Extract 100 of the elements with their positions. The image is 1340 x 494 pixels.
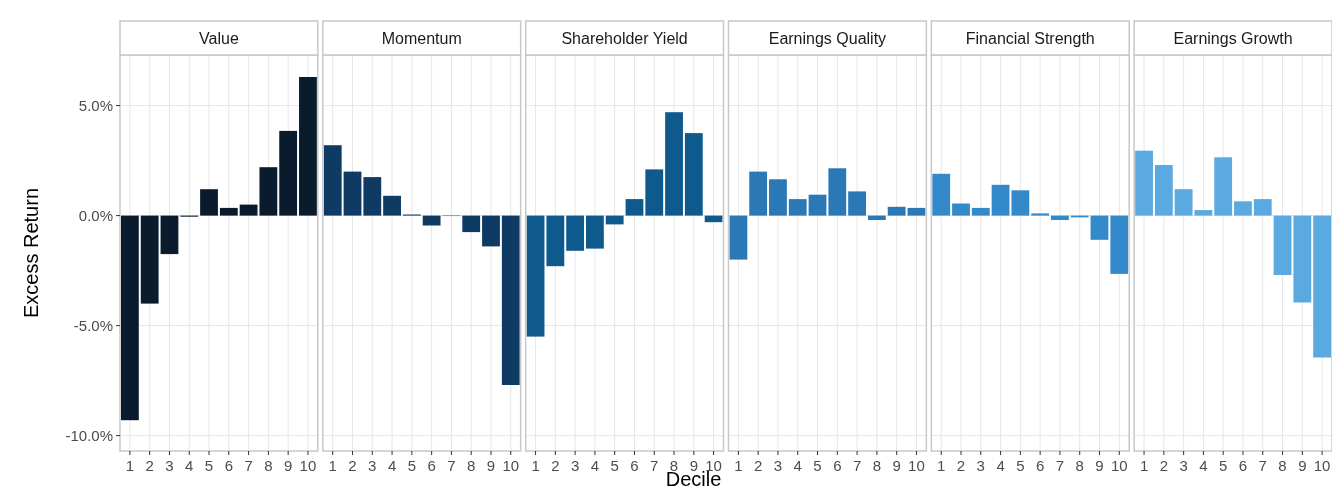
x-tick-label: 6 [1238,457,1248,474]
bar [769,179,787,216]
y-tick-label: -5.0% [73,316,113,334]
bar [363,177,382,216]
bar [140,215,159,304]
bar [848,191,866,216]
x-tick-label: 9 [689,457,698,474]
x-tick-label: 5 [813,457,822,474]
y-tick-label: 5.0% [78,96,113,114]
bar [665,112,683,216]
bar [1090,215,1109,240]
bar [383,195,401,216]
x-tick-label: 4 [185,457,194,474]
x-tick-label: 4 [387,457,397,474]
y-axis-title: Excess Return [20,187,42,319]
bar [887,206,906,216]
x-tick-label: 5 [610,457,619,474]
x-tick-label: 7 [1055,457,1065,474]
x-tick-label: 9 [1095,457,1104,474]
x-tick-label: 3 [570,457,580,474]
bar [1253,199,1272,216]
x-tick-label: 2 [348,457,357,474]
x-tick-label: 8 [872,457,882,474]
x-tick-label: 1 [937,457,946,474]
bar [239,204,258,216]
bar [422,215,441,226]
bar [279,130,298,216]
bar [1293,215,1312,303]
bar [1051,215,1069,220]
x-tick-label: 5 [1016,457,1025,474]
bar [1174,189,1193,216]
bar [501,215,520,385]
x-tick-label: 8 [467,457,476,474]
bar [1214,157,1233,216]
chart-title: Earnings Quality [768,30,887,47]
x-tick-label: 8 [1075,457,1084,474]
x-tick-label: 7 [447,457,456,474]
bar [828,168,847,216]
x-tick-label: 5 [204,457,214,474]
x-tick-label: 4 [1199,457,1208,474]
x-tick-label: 8 [264,457,273,474]
x-tick-label: 6 [630,457,639,474]
bar [482,215,500,247]
x-tick-label: 6 [833,457,842,474]
x-tick-label: 1 [125,457,135,474]
bar [991,184,1010,216]
bar [462,215,481,233]
x-tick-label: 4 [590,457,600,474]
bar [1110,215,1129,274]
x-tick-label: 3 [773,457,783,474]
x-tick-label: 7 [852,457,862,474]
bar [1154,165,1173,216]
x-tick-label: 9 [892,457,901,474]
bar [323,145,342,216]
x-tick-label: 9 [486,457,496,474]
bar [1031,213,1050,216]
bar [605,215,624,225]
bar [259,167,278,216]
bar [219,207,238,216]
chart-title: Earnings Growth [1173,30,1293,47]
x-tick-label: 3 [368,457,377,474]
x-tick-label: 2 [145,457,154,474]
bar [1011,190,1030,216]
chart-title: Financial Strength [965,30,1095,47]
x-tick-label: 10 [502,457,520,474]
x-tick-label: 10 [1110,457,1128,474]
bar [625,199,644,216]
bar [1194,210,1213,216]
y-tick-label: 0.0% [78,206,113,224]
x-tick-label: 10 [1313,457,1331,474]
bar [907,207,926,216]
bar [1273,215,1292,275]
x-tick-label: 7 [244,457,253,474]
bar [788,199,807,216]
x-tick-label: 2 [1159,457,1169,474]
chart-title: Value [199,30,239,47]
bar [645,169,664,216]
bar [343,171,362,216]
bar [952,203,970,216]
bar [932,173,951,216]
x-tick-label: 6 [1035,457,1045,474]
bar [200,189,218,216]
x-tick-label: 4 [996,457,1005,474]
bar [526,215,545,337]
bar [704,215,723,223]
x-tick-label: 9 [1298,457,1307,474]
x-tick-label: 6 [427,457,436,474]
bar [160,215,179,255]
x-tick-label: 7 [1258,457,1267,474]
x-tick-label: 5 [1219,457,1228,474]
x-tick-label: 3 [1179,457,1188,474]
x-tick-label: 10 [908,457,925,474]
chart-title: Shareholder Yield [561,30,688,47]
x-tick-label: 1 [531,457,540,474]
x-tick-label: 2 [956,457,966,474]
x-tick-label: 10 [299,457,317,474]
x-tick-label: 9 [283,457,293,474]
bar [808,194,827,216]
x-tick-label: 3 [165,457,174,474]
bar [120,215,139,421]
